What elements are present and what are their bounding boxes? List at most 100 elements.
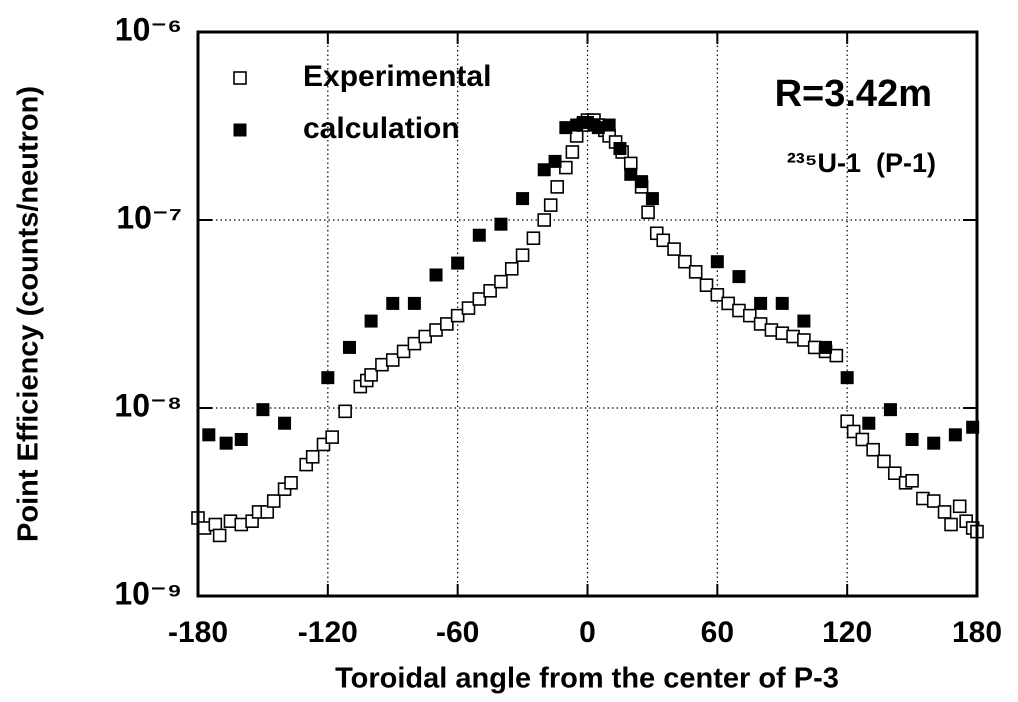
data-point <box>927 436 941 450</box>
data-point <box>840 371 854 385</box>
data-point <box>855 432 870 447</box>
data-point <box>543 198 558 212</box>
data-point <box>559 121 573 135</box>
data-point <box>688 265 703 279</box>
data-point <box>385 353 400 367</box>
data-point <box>338 404 352 419</box>
data-point <box>754 296 768 310</box>
data-point <box>905 432 919 446</box>
data-point <box>548 154 562 168</box>
data-point <box>483 284 497 298</box>
data-point <box>602 118 616 132</box>
data-point <box>710 288 725 302</box>
data-point <box>494 274 508 289</box>
data-point <box>364 314 378 328</box>
data-point <box>305 450 320 464</box>
data-point <box>364 368 378 382</box>
x-tick-label: -120 <box>298 616 358 649</box>
data-point <box>829 348 844 363</box>
data-point <box>321 371 335 385</box>
data-point <box>710 255 724 269</box>
annotation: R=3.42m <box>775 73 932 115</box>
data-point <box>613 142 627 156</box>
data-point <box>461 301 476 315</box>
data-point <box>797 314 811 328</box>
data-point <box>472 228 486 242</box>
y-tick-label: 10⁻⁸ <box>114 387 182 423</box>
data-point <box>937 505 952 519</box>
data-point <box>862 416 876 430</box>
data-point <box>948 428 962 442</box>
legend-label: calculation <box>303 112 460 145</box>
x-tick-label: -60 <box>436 616 479 649</box>
data-point <box>559 160 573 175</box>
data-point <box>565 145 580 159</box>
data-point <box>429 268 443 282</box>
data-point <box>732 270 746 284</box>
data-point <box>887 466 902 480</box>
data-point <box>396 344 411 359</box>
annotation: ²³⁵U-1 (P-1) <box>787 148 936 178</box>
x-tick-label: 60 <box>701 616 734 649</box>
x-tick-label: -180 <box>168 616 228 649</box>
legend-swatch <box>233 123 247 137</box>
data-point <box>450 308 465 323</box>
data-point <box>678 254 692 269</box>
data-point <box>883 403 897 417</box>
data-point <box>212 528 227 543</box>
data-point <box>645 192 659 206</box>
data-point <box>591 121 605 135</box>
plot-layer <box>191 32 984 596</box>
x-tick-label: 0 <box>579 616 596 649</box>
data-point <box>472 292 487 306</box>
data-point <box>515 248 530 262</box>
data-point <box>641 205 655 220</box>
data-point <box>699 278 714 292</box>
data-point <box>742 308 757 323</box>
data-point <box>202 428 216 442</box>
y-tick-label: 10⁻⁹ <box>114 575 182 611</box>
data-point <box>451 256 465 270</box>
data-point <box>407 336 422 351</box>
data-point <box>284 476 298 490</box>
data-point <box>278 416 292 430</box>
x-tick-label: 120 <box>822 616 872 649</box>
data-point <box>325 430 339 444</box>
y-axis-label: Point Efficiency (counts/neutron) <box>13 86 45 542</box>
data-point <box>504 262 519 276</box>
data-point <box>944 517 958 532</box>
data-point <box>797 333 811 347</box>
data-point <box>952 499 967 514</box>
data-point <box>440 317 454 331</box>
data-point <box>624 167 638 181</box>
data-point <box>516 192 530 206</box>
data-point <box>775 296 789 310</box>
y-tick-label: 10⁻⁷ <box>116 199 182 235</box>
legend-swatch <box>233 71 247 85</box>
legend-label: Experimental <box>303 60 491 93</box>
data-point <box>667 242 681 256</box>
data-point <box>926 494 941 508</box>
data-point <box>656 233 671 248</box>
data-point <box>386 296 400 310</box>
data-point <box>342 340 356 354</box>
data-point <box>537 163 551 177</box>
data-point <box>219 436 233 450</box>
data-point <box>537 213 552 227</box>
data-point <box>635 175 649 189</box>
data-point <box>256 403 270 417</box>
x-axis-label: Toroidal angle from the center of P-3 <box>335 663 839 695</box>
data-point <box>494 217 508 231</box>
data-point <box>407 296 421 310</box>
data-point <box>905 473 919 488</box>
data-point <box>819 340 833 354</box>
data-point <box>266 494 281 508</box>
x-tick-label: 180 <box>952 616 1002 649</box>
data-point <box>877 454 891 469</box>
data-point <box>234 432 248 446</box>
y-tick-label: 10⁻⁶ <box>115 11 182 47</box>
data-point <box>550 180 565 194</box>
data-point <box>623 156 638 171</box>
